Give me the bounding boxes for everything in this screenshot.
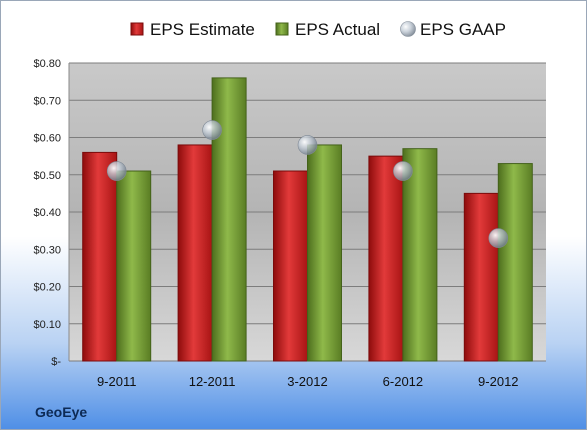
bar-eps-actual: [402, 148, 438, 362]
legend-label-eps-gaap: EPS GAAP: [420, 20, 506, 39]
point-eps-gaap: [106, 161, 127, 181]
legend-swatch-eps-actual: [275, 22, 289, 36]
y-tick-label: $0.70: [33, 95, 61, 107]
y-tick-label: $0.10: [33, 319, 61, 331]
y-tick-label: $0.80: [33, 58, 61, 70]
legend-swatch-eps-gaap: [400, 21, 416, 37]
bar-eps-estimate: [177, 144, 213, 362]
x-category-label: 3-2012: [287, 374, 327, 389]
x-category-label: 9-2012: [478, 374, 518, 389]
y-tick-label: $0.30: [33, 244, 61, 256]
bar-eps-estimate: [368, 155, 404, 362]
point-eps-gaap: [393, 161, 413, 181]
bar-eps-actual: [307, 144, 342, 362]
bar-eps-actual: [497, 163, 533, 362]
y-tick-label: $-: [51, 356, 61, 368]
x-category-label: 9-2011: [97, 374, 137, 389]
bar-eps-estimate: [82, 151, 118, 362]
legend-label-eps-estimate: EPS Estimate: [150, 20, 255, 39]
bar-eps-actual: [116, 170, 152, 362]
point-eps-gaap: [202, 120, 222, 140]
bar-eps-actual: [211, 77, 247, 362]
y-tick-label: $0.20: [33, 282, 61, 294]
bar-eps-estimate: [273, 170, 308, 362]
x-category-label: 6-2012: [383, 374, 423, 389]
x-category-label: 12-2011: [189, 374, 236, 389]
bar-eps-estimate: [463, 192, 499, 362]
point-eps-gaap: [297, 135, 318, 155]
point-eps-gaap: [488, 228, 509, 248]
y-tick-label: $0.50: [33, 170, 61, 182]
y-tick-label: $0.40: [33, 207, 61, 219]
legend-swatch-eps-estimate: [130, 22, 144, 36]
brand-label: GeoEye: [35, 404, 87, 420]
plot-area: $- $0.10 $0.20 $0.30 $0.40 $0.50 $0.60 $0.70 $0.…: [33, 58, 546, 389]
legend: EPS Estimate EPS Actual EPS GAAP: [130, 20, 506, 39]
legend-label-eps-actual: EPS Actual: [295, 20, 380, 39]
y-tick-label: $0.60: [33, 133, 61, 145]
